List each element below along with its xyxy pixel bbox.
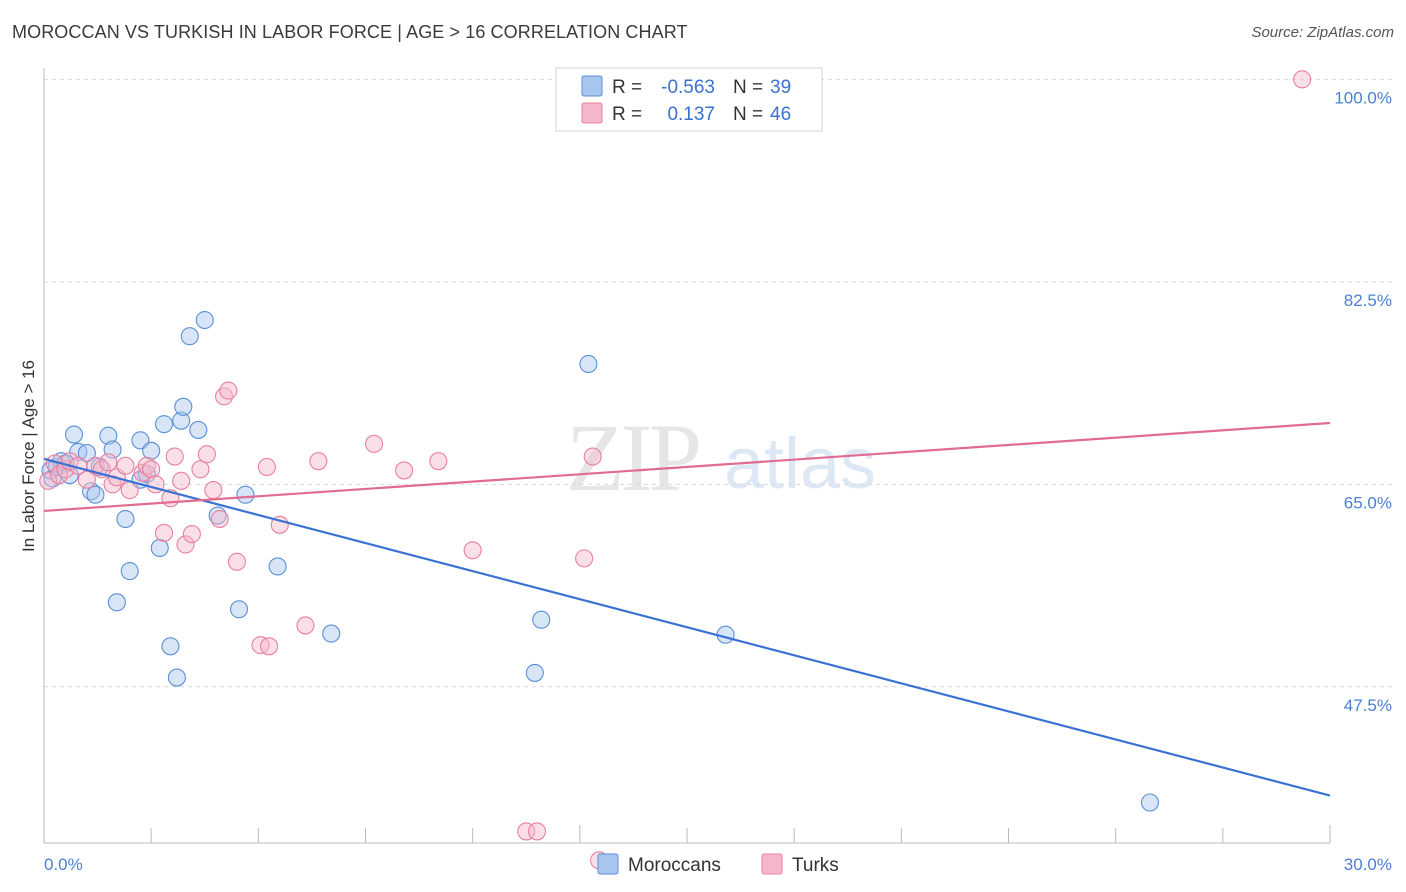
source-label: Source: ZipAtlas.com — [1251, 24, 1394, 41]
legend-swatch-turks — [581, 102, 603, 124]
point-moroccans — [1140, 793, 1160, 812]
legend-r-label-1: R = — [612, 77, 642, 98]
point-turks — [210, 509, 229, 529]
bottom-legend-swatch-moroccans — [597, 853, 619, 875]
point-moroccans — [107, 593, 126, 612]
trend-line-moroccans — [43, 457, 1331, 797]
point-moroccans — [525, 663, 544, 682]
chart-title: MOROCCAN VS TURKISH IN LABOR FORCE | AGE… — [12, 22, 688, 42]
point-moroccans — [150, 538, 169, 558]
point-moroccans — [322, 624, 341, 643]
point-turks — [120, 481, 139, 500]
point-moroccans — [86, 485, 105, 504]
point-moroccans — [99, 426, 118, 445]
point-turks — [429, 452, 448, 471]
point-moroccans — [64, 425, 84, 444]
point-turks — [176, 535, 195, 554]
point-moroccans — [154, 415, 174, 434]
point-turks — [99, 453, 118, 472]
x-tick-label-max: 30.0% — [1344, 855, 1392, 874]
tick-labels: 47.5% 65.0% 82.5% 100.0% — [1334, 88, 1392, 714]
axes — [43, 68, 1331, 844]
point-turks — [365, 434, 384, 453]
y-tick-label: 100.0% — [1334, 88, 1392, 107]
point-turks — [182, 525, 201, 544]
legend-swatch-moroccans — [581, 75, 603, 97]
point-turks — [257, 457, 276, 477]
point-moroccans — [167, 668, 186, 687]
y-tick-label: 65.0% — [1344, 493, 1392, 512]
point-turks — [395, 461, 414, 480]
point-moroccans — [579, 354, 598, 374]
bottom-legend-label-turks: Turks — [792, 855, 839, 876]
legend-r-value-2: 0.137 — [667, 104, 715, 125]
series-legend: Moroccans Turks — [597, 853, 839, 876]
point-turks — [204, 481, 223, 500]
point-turks — [154, 523, 174, 542]
legend-r-label-2: R = — [612, 104, 642, 125]
point-moroccans — [174, 397, 193, 416]
point-moroccans — [180, 327, 199, 346]
legend-n-value-1: 39 — [770, 77, 791, 98]
bottom-legend-swatch-turks — [761, 853, 783, 875]
point-turks — [259, 637, 279, 656]
point-turks — [172, 471, 191, 490]
legend-r-value-1: -0.563 — [661, 77, 715, 98]
point-moroccans — [189, 420, 208, 439]
point-turks — [527, 822, 547, 841]
point-turks — [39, 471, 58, 490]
y-tick-label: 82.5% — [1344, 291, 1392, 310]
point-turks — [165, 447, 184, 466]
point-moroccans — [532, 610, 551, 629]
stats-legend: R = -0.563 N = 39 R = 0.137 N = 46 — [555, 67, 823, 132]
point-turks — [1293, 70, 1312, 89]
x-tick-label-min: 0.0% — [44, 855, 83, 874]
point-moroccans — [161, 637, 180, 656]
trend-lines — [43, 421, 1331, 797]
point-turks — [116, 456, 135, 475]
point-turks — [227, 552, 246, 571]
point-turks — [463, 541, 482, 560]
point-turks — [197, 445, 216, 464]
point-turks — [583, 447, 602, 466]
bottom-legend-label-moroccans: Moroccans — [628, 855, 721, 876]
point-turks — [309, 452, 328, 471]
point-moroccans — [172, 411, 191, 430]
point-turks — [575, 549, 594, 568]
watermark-atlas: atlas — [724, 424, 876, 504]
trend-line-turks — [43, 421, 1331, 513]
legend-n-value-2: 46 — [770, 104, 791, 125]
point-moroccans — [120, 562, 139, 581]
point-moroccans — [195, 310, 214, 330]
y-tick-label: 47.5% — [1344, 696, 1392, 715]
point-moroccans — [268, 557, 287, 576]
point-turks — [142, 460, 161, 479]
point-turks — [219, 381, 238, 400]
watermark-zip: ZIP — [566, 404, 699, 511]
y-axis-title: In Labor Force | Age > 16 — [19, 360, 38, 552]
point-moroccans — [236, 485, 255, 504]
grid-lines — [44, 78, 1392, 688]
legend-n-label-2: N = — [733, 104, 763, 125]
point-turks — [296, 616, 315, 635]
point-moroccans — [77, 444, 96, 463]
point-moroccans — [116, 509, 135, 529]
point-moroccans — [142, 441, 161, 460]
legend-n-label-1: N = — [733, 77, 763, 98]
point-turks — [517, 822, 536, 841]
point-turks — [191, 460, 210, 479]
point-moroccans — [229, 600, 249, 619]
